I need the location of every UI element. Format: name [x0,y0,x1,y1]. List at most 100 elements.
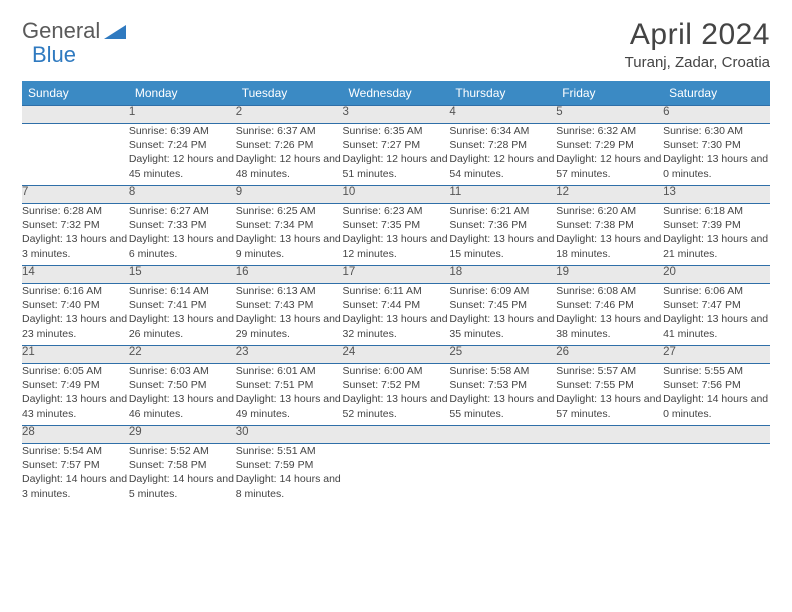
day-number-cell [22,106,129,124]
day-content-cell: Sunrise: 5:54 AMSunset: 7:57 PMDaylight:… [22,444,129,506]
day-number-cell: 4 [449,106,556,124]
sunset-line: Sunset: 7:53 PM [449,379,527,391]
day-content-cell: Sunrise: 5:52 AMSunset: 7:58 PMDaylight:… [129,444,236,506]
daylight-line: Daylight: 12 hours and 57 minutes. [556,153,661,179]
day-content-cell: Sunrise: 6:20 AMSunset: 7:38 PMDaylight:… [556,204,663,266]
day-number-cell [343,426,450,444]
sunset-line: Sunset: 7:59 PM [236,459,314,471]
sunset-line: Sunset: 7:41 PM [129,299,207,311]
sunset-line: Sunset: 7:35 PM [343,219,421,231]
content-row: Sunrise: 6:39 AMSunset: 7:24 PMDaylight:… [22,124,770,186]
daylight-line: Daylight: 13 hours and 15 minutes. [449,233,554,259]
sunset-line: Sunset: 7:56 PM [663,379,741,391]
sunset-line: Sunset: 7:45 PM [449,299,527,311]
daylight-line: Daylight: 13 hours and 52 minutes. [343,393,448,419]
daylight-line: Daylight: 13 hours and 38 minutes. [556,313,661,339]
day-number-cell: 25 [449,346,556,364]
sunset-line: Sunset: 7:55 PM [556,379,634,391]
day-content-cell: Sunrise: 6:37 AM Sunset: 7:26 PM Daylight:… [236,124,343,186]
sunrise-line: Sunrise: 6:37 AM [236,125,316,137]
day-number-cell: 28 [22,426,129,444]
day-number-cell: 16 [236,266,343,284]
sunset-line: Sunset: 7:32 PM [22,219,100,231]
sunset-line: Sunset: 7:33 PM [129,219,207,231]
content-row: Sunrise: 5:54 AMSunset: 7:57 PMDaylight:… [22,444,770,506]
day-number-cell: 12 [556,186,663,204]
weekday-header: Saturday [663,81,770,106]
sunrise-line: Sunrise: 5:58 AM [449,365,529,377]
weekday-header: Tuesday [236,81,343,106]
sunset-line: Sunset: 7:51 PM [236,379,314,391]
daylight-line: Daylight: 12 hours and 45 minutes. [129,153,234,179]
day-content-cell: Sunrise: 6:21 AMSunset: 7:36 PMDaylight:… [449,204,556,266]
day-number-cell: 23 [236,346,343,364]
sunset-line: Sunset: 7:29 PM [556,139,634,151]
daylight-line: Daylight: 13 hours and 32 minutes. [343,313,448,339]
day-content-cell: Sunrise: 6:00 AM Sunset: 7:52 PM Daylight:… [343,364,450,426]
sunrise-line: Sunrise: 6:16 AM [22,285,102,297]
weekday-header: Monday [129,81,236,106]
sunrise-line: Sunrise: 6:08 AM [556,285,636,297]
content-row: Sunrise: 6:28 AM Sunset: 7:32 PM Daylight:… [22,204,770,266]
day-content-cell: Sunrise: 5:58 AMSunset: 7:53 PMDaylight:… [449,364,556,426]
day-number-cell [449,426,556,444]
day-number-cell: 26 [556,346,663,364]
daynum-row: 282930 [22,426,770,444]
day-number-cell: 21 [22,346,129,364]
sunset-line: Sunset: 7:46 PM [556,299,634,311]
daylight-line: Daylight: 13 hours and 57 minutes. [556,393,661,419]
daynum-row: 14151617181920 [22,266,770,284]
calendar-table: SundayMondayTuesdayWednesdayThursdayFrid… [22,81,770,506]
daylight-line: Daylight: 14 hours and 8 minutes. [236,473,341,499]
sunset-line: Sunset: 7:28 PM [449,139,527,151]
daylight-line: Daylight: 13 hours and 41 minutes. [663,313,768,339]
daylight-line: Daylight: 13 hours and 26 minutes. [129,313,234,339]
sunset-line: Sunset: 7:24 PM [129,139,207,151]
sunset-line: Sunset: 7:26 PM [236,139,314,151]
daylight-line: Daylight: 13 hours and 21 minutes. [663,233,768,259]
daylight-line: Daylight: 13 hours and 0 minutes. [663,153,768,179]
sunrise-line: Sunrise: 6:30 AM [663,125,743,137]
day-number-cell: 3 [343,106,450,124]
daylight-line: Daylight: 14 hours and 3 minutes. [22,473,127,499]
day-content-cell: Sunrise: 6:27 AMSunset: 7:33 PMDaylight:… [129,204,236,266]
daylight-line: Daylight: 13 hours and 46 minutes. [129,393,234,419]
daylight-line: Daylight: 13 hours and 18 minutes. [556,233,661,259]
day-number-cell: 17 [343,266,450,284]
day-number-cell: 30 [236,426,343,444]
daylight-line: Daylight: 13 hours and 43 minutes. [22,393,127,419]
sunrise-line: Sunrise: 6:28 AM [22,205,102,217]
daynum-row: 21222324252627 [22,346,770,364]
sunset-line: Sunset: 7:39 PM [663,219,741,231]
day-number-cell: 19 [556,266,663,284]
day-number-cell [556,426,663,444]
sunset-line: Sunset: 7:52 PM [343,379,421,391]
day-number-cell: 6 [663,106,770,124]
weekday-header: Wednesday [343,81,450,106]
sunset-line: Sunset: 7:36 PM [449,219,527,231]
day-content-cell: Sunrise: 6:05 AMSunset: 7:49 PMDaylight:… [22,364,129,426]
sunset-line: Sunset: 7:27 PM [343,139,421,151]
weekday-header: Sunday [22,81,129,106]
day-number-cell: 15 [129,266,236,284]
sunset-line: Sunset: 7:49 PM [22,379,100,391]
day-content-cell: Sunrise: 5:55 AMSunset: 7:56 PMDaylight:… [663,364,770,426]
sunrise-line: Sunrise: 6:00 AM [343,365,423,377]
sunrise-line: Sunrise: 6:14 AM [129,285,209,297]
page-header: General April 2024 Turanj, Zadar, Croati… [22,18,770,71]
day-content-cell: Sunrise: 6:06 AMSunset: 7:47 PMDaylight:… [663,284,770,346]
sunset-line: Sunset: 7:50 PM [129,379,207,391]
day-number-cell: 8 [129,186,236,204]
day-content-cell: Sunrise: 6:14 AM Sunset: 7:41 PM Daylight:… [129,284,236,346]
day-number-cell: 22 [129,346,236,364]
daynum-row: 78910111213 [22,186,770,204]
sunrise-line: Sunrise: 6:35 AM [343,125,423,137]
day-number-cell: 13 [663,186,770,204]
day-number-cell: 29 [129,426,236,444]
brand-logo: General [22,18,130,44]
sunset-line: Sunset: 7:30 PM [663,139,741,151]
day-content-cell: Sunrise: 6:03 AMSunset: 7:50 PMDaylight:… [129,364,236,426]
day-number-cell: 27 [663,346,770,364]
brand-part1: General [22,18,100,44]
daylight-line: Daylight: 12 hours and 48 minutes. [236,153,341,179]
